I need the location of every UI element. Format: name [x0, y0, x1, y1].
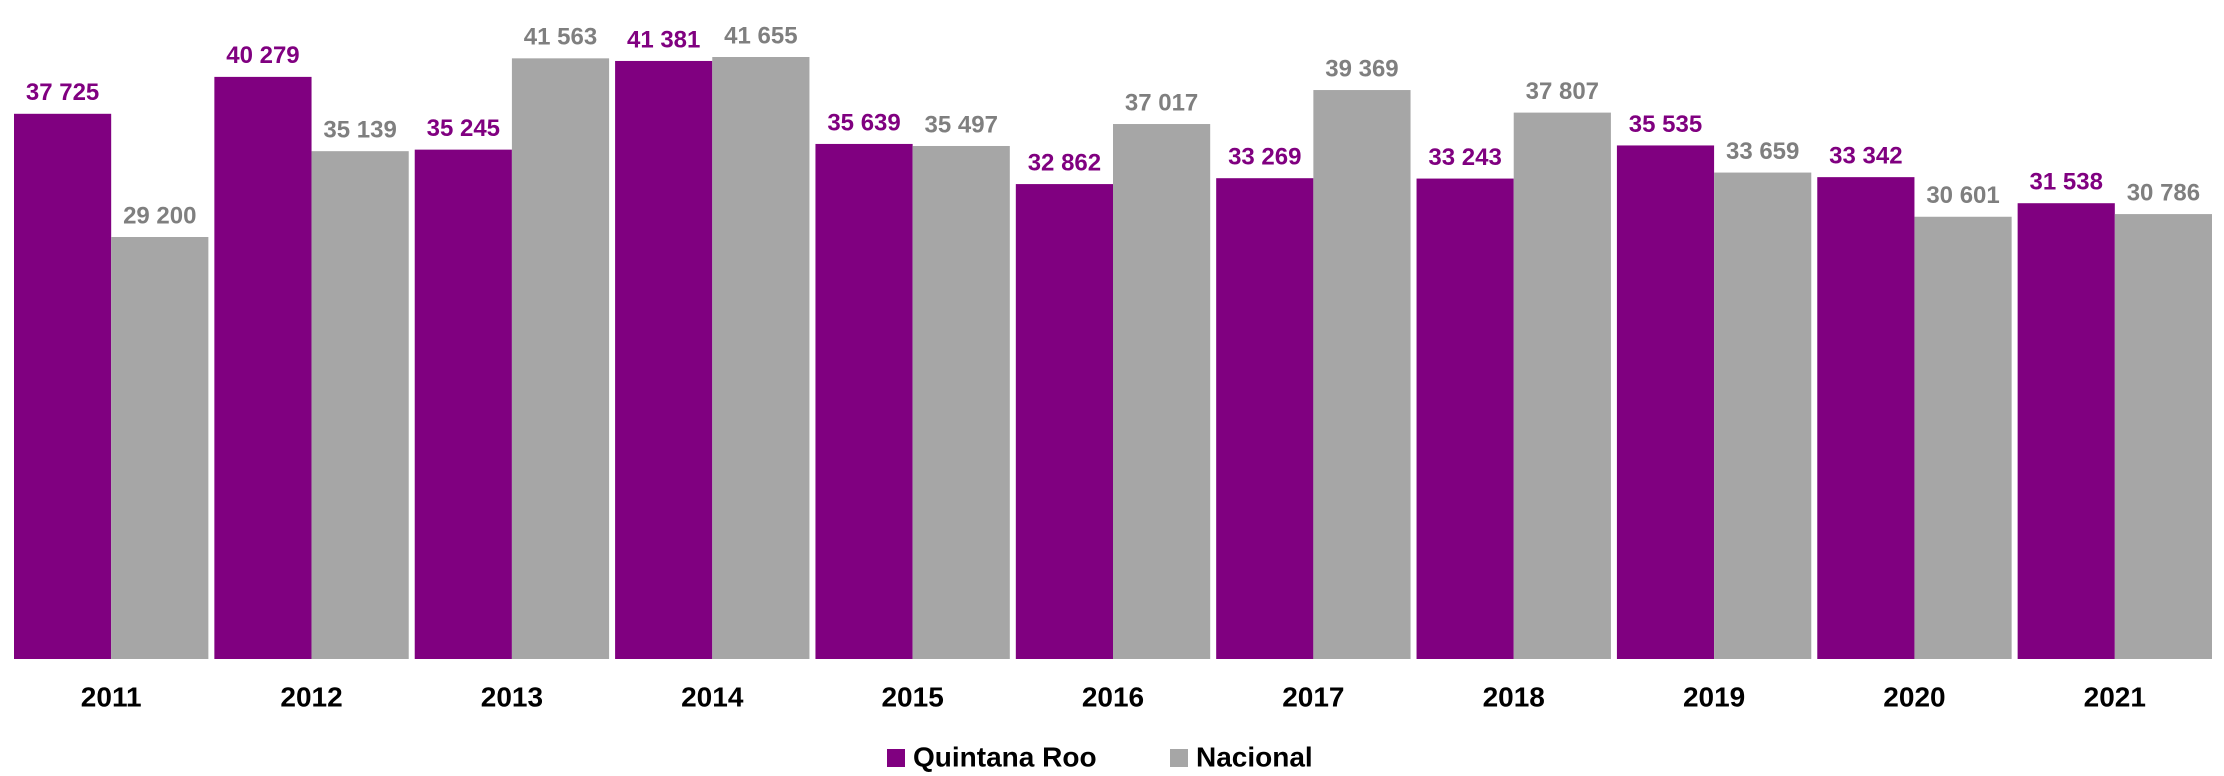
data-label: 33 342 — [1829, 142, 1902, 169]
bar — [815, 143, 913, 660]
data-label: 37 725 — [26, 79, 99, 106]
bar — [912, 145, 1010, 659]
data-label: 37 807 — [1526, 78, 1599, 105]
bar — [1914, 216, 2012, 659]
legend-label: Nacional — [1196, 741, 1313, 772]
x-tick-label: 2019 — [1683, 681, 1745, 712]
data-label: 29 200 — [123, 202, 196, 229]
data-label: 33 659 — [1726, 138, 1799, 165]
data-label: 35 139 — [323, 117, 396, 144]
legend: Quintana Roo Nacional — [887, 741, 1313, 772]
bar — [2114, 214, 2212, 660]
bar — [1015, 184, 1113, 659]
bar — [1513, 112, 1611, 660]
bar — [1817, 177, 1915, 659]
bar — [311, 151, 409, 659]
data-label: 35 497 — [925, 111, 998, 138]
data-label: 35 639 — [827, 109, 900, 136]
bar — [1113, 124, 1211, 660]
data-label: 35 245 — [427, 115, 500, 142]
data-label: 41 563 — [524, 24, 597, 51]
bar — [414, 149, 512, 659]
data-label: 40 279 — [226, 42, 299, 69]
data-label: 33 243 — [1428, 144, 1501, 171]
legend-swatch — [1170, 749, 1188, 767]
bar — [1616, 145, 1715, 659]
x-tick-label: 2018 — [1483, 681, 1545, 712]
data-label: 41 655 — [724, 22, 797, 49]
bar — [14, 113, 112, 660]
bar — [214, 76, 312, 660]
legend-label: Quintana Roo — [913, 741, 1097, 772]
bar — [511, 58, 610, 659]
x-tick-label: 2021 — [2084, 681, 2146, 712]
bar — [111, 237, 209, 659]
data-label: 39 369 — [1325, 55, 1398, 82]
x-tick-label: 2011 — [81, 681, 142, 712]
x-tick-label: 2014 — [681, 681, 744, 712]
data-label: 41 381 — [627, 26, 700, 53]
data-label: 31 538 — [2030, 169, 2103, 196]
data-label: 33 269 — [1228, 144, 1301, 171]
bar — [615, 60, 713, 660]
bar — [712, 57, 810, 659]
x-tick-label: 2013 — [481, 681, 543, 712]
x-tick-label: 2016 — [1082, 681, 1144, 712]
bar — [2017, 203, 2115, 659]
x-tick-label: 2012 — [280, 681, 342, 712]
x-tick-label: 2015 — [881, 681, 943, 712]
x-tick-label: 2020 — [1883, 681, 1945, 712]
legend-swatch — [887, 749, 905, 767]
bar — [1313, 90, 1411, 660]
x-tick-label: 2017 — [1282, 681, 1344, 712]
bar — [1216, 178, 1314, 659]
data-label: 30 786 — [2127, 179, 2200, 206]
bar — [1416, 178, 1514, 659]
data-label: 37 017 — [1125, 89, 1198, 116]
data-label: 35 535 — [1629, 111, 1702, 138]
data-label: 32 862 — [1028, 149, 1101, 176]
bar — [1714, 172, 1812, 659]
data-label: 30 601 — [1926, 182, 1999, 209]
